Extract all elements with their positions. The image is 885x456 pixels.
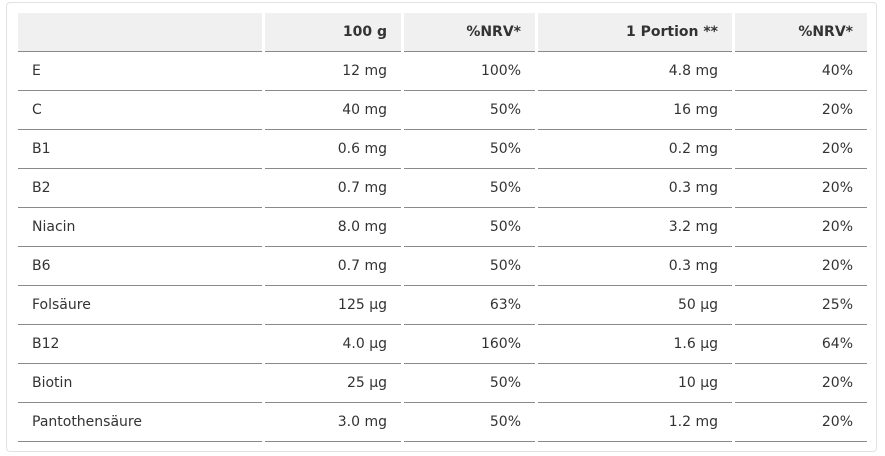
nutrition-table: 100 g %NRV* 1 Portion ** %NRV* E 12 mg 100% 4.… xyxy=(15,13,870,442)
table-cell: 50% xyxy=(404,208,535,247)
table-row: Folsäure 125 µg 63% 50 µg 25% xyxy=(18,286,867,325)
table-cell: 0.7 mg xyxy=(265,247,401,286)
row-label: Niacin xyxy=(18,208,262,247)
table-cell: 10 µg xyxy=(538,364,732,403)
table-cell: 125 µg xyxy=(265,286,401,325)
header-cell: %NRV* xyxy=(735,13,867,52)
table-row: B6 0.7 mg 50% 0.3 mg 20% xyxy=(18,247,867,286)
table-frame xyxy=(6,2,877,452)
row-label: B6 xyxy=(18,247,262,286)
row-label: C xyxy=(18,91,262,130)
header-row: 100 g %NRV* 1 Portion ** %NRV* xyxy=(18,13,867,52)
table-cell: 64% xyxy=(735,325,867,364)
table-row: B2 0.7 mg 50% 0.3 mg 20% xyxy=(18,169,867,208)
row-label: E xyxy=(18,52,262,91)
table-row: B12 4.0 µg 160% 1.6 µg 64% xyxy=(18,325,867,364)
table-cell: 50% xyxy=(404,130,535,169)
table-row: Biotin 25 µg 50% 10 µg 20% xyxy=(18,364,867,403)
table-cell: 40 mg xyxy=(265,91,401,130)
table-row: Pantothensäure 3.0 mg 50% 1.2 mg 20% xyxy=(18,403,867,442)
table-row: B1 0.6 mg 50% 0.2 mg 20% xyxy=(18,130,867,169)
table-cell: 50% xyxy=(404,364,535,403)
row-label: B1 xyxy=(18,130,262,169)
table-cell: 20% xyxy=(735,247,867,286)
table-cell: 0.3 mg xyxy=(538,247,732,286)
header-cell: 100 g xyxy=(265,13,401,52)
table-cell: 50% xyxy=(404,403,535,442)
table-cell: 50 µg xyxy=(538,286,732,325)
table-cell: 3.0 mg xyxy=(265,403,401,442)
table-cell: 50% xyxy=(404,247,535,286)
table-cell: 63% xyxy=(404,286,535,325)
table-cell: 100% xyxy=(404,52,535,91)
table-cell: 20% xyxy=(735,403,867,442)
table-cell: 40% xyxy=(735,52,867,91)
row-label: Folsäure xyxy=(18,286,262,325)
table-cell: 1.2 mg xyxy=(538,403,732,442)
table-cell: 8.0 mg xyxy=(265,208,401,247)
table-cell: 0.3 mg xyxy=(538,169,732,208)
table-cell: 0.2 mg xyxy=(538,130,732,169)
table-cell: 20% xyxy=(735,364,867,403)
table-cell: 3.2 mg xyxy=(538,208,732,247)
table-cell: 50% xyxy=(404,91,535,130)
table-cell: 4.0 µg xyxy=(265,325,401,364)
table-cell: 4.8 mg xyxy=(538,52,732,91)
table-cell: 25 µg xyxy=(265,364,401,403)
row-label: Biotin xyxy=(18,364,262,403)
header-cell xyxy=(18,13,262,52)
table-cell: 12 mg xyxy=(265,52,401,91)
table-cell: 16 mg xyxy=(538,91,732,130)
row-label: Pantothensäure xyxy=(18,403,262,442)
table-cell: 160% xyxy=(404,325,535,364)
table-cell: 0.7 mg xyxy=(265,169,401,208)
header-cell: 1 Portion ** xyxy=(538,13,732,52)
table-cell: 25% xyxy=(735,286,867,325)
table-cell: 0.6 mg xyxy=(265,130,401,169)
table-row: C 40 mg 50% 16 mg 20% xyxy=(18,91,867,130)
table-row: Niacin 8.0 mg 50% 3.2 mg 20% xyxy=(18,208,867,247)
table-cell: 20% xyxy=(735,169,867,208)
row-label: B12 xyxy=(18,325,262,364)
row-label: B2 xyxy=(18,169,262,208)
table-cell: 20% xyxy=(735,208,867,247)
table-cell: 20% xyxy=(735,130,867,169)
header-cell: %NRV* xyxy=(404,13,535,52)
table-cell: 50% xyxy=(404,169,535,208)
table-cell: 20% xyxy=(735,91,867,130)
table-row: E 12 mg 100% 4.8 mg 40% xyxy=(18,52,867,91)
table-cell: 1.6 µg xyxy=(538,325,732,364)
